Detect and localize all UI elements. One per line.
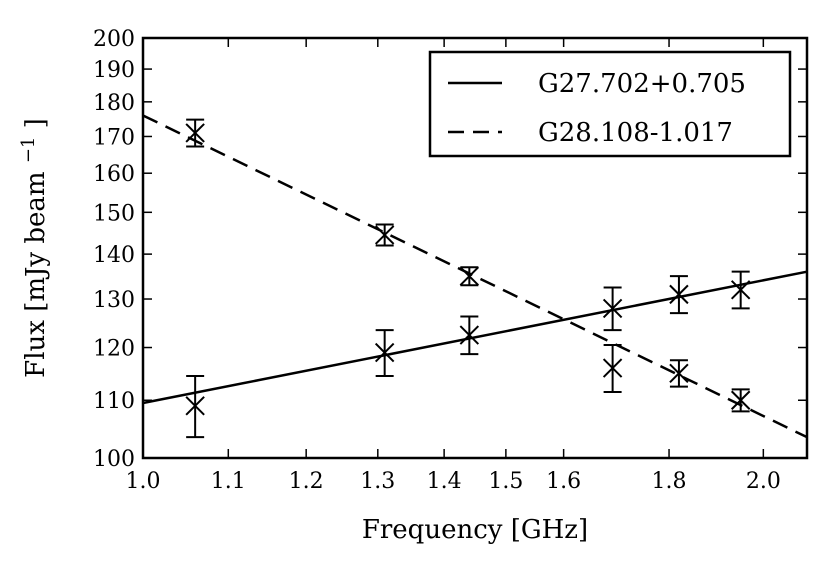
y-tick-label: 200 [93, 27, 135, 52]
data-point-series-2 [459, 266, 480, 287]
x-marker-stroke-2 [669, 284, 689, 305]
y-tick-label: 100 [93, 447, 135, 472]
legend-label-series-2: G28.108-1.017 [538, 118, 733, 148]
legend: G27.702+0.705 G28.108-1.017 [428, 50, 792, 158]
x-marker-stroke-2 [185, 396, 205, 416]
data-point-series-1 [730, 270, 751, 310]
data-markers [185, 118, 751, 439]
x-tick-label: 1.2 [289, 469, 324, 494]
data-point-series-2 [185, 118, 205, 148]
x-marker-stroke-2 [602, 298, 623, 319]
x-marker-stroke-2 [730, 280, 751, 300]
x-tick-label: 1.8 [652, 469, 687, 494]
fit-line-series-1 [142, 270, 808, 405]
legend-box [428, 50, 792, 158]
x-tick-label: 1.0 [126, 469, 161, 494]
x-marker-stroke-2 [459, 266, 480, 286]
data-point-series-1 [669, 275, 689, 315]
x-tick-label: 1.6 [546, 469, 581, 494]
y-axis: 100 110 120 130 140 150 160 170 180 190 200 [93, 27, 807, 472]
x-tick-label: 1.1 [211, 469, 246, 494]
x-axis-label: Frequency [GHz] [362, 515, 588, 545]
y-tick-label: 180 [93, 91, 135, 116]
x-tick-label: 1.5 [488, 469, 523, 494]
y-axis-label-close: ] [21, 118, 51, 128]
x-marker-stroke-2 [459, 325, 480, 345]
x-marker-stroke-2 [185, 123, 205, 143]
x-marker-stroke-2 [602, 358, 623, 378]
fit-lines [142, 114, 808, 439]
y-tick-label: 110 [93, 389, 135, 414]
data-point-series-1 [602, 286, 623, 332]
x-marker-stroke-2 [374, 342, 395, 363]
legend-label-series-1: G27.702+0.705 [538, 69, 746, 99]
y-tick-label: 130 [93, 288, 135, 313]
data-point-series-1 [459, 315, 480, 356]
y-axis-label-exponent: −1 [18, 137, 39, 164]
y-tick-label: 140 [93, 243, 135, 268]
x-tick-label: 2.0 [746, 469, 781, 494]
plot-frame [141, 36, 809, 460]
data-point-series-2 [602, 344, 623, 394]
y-tick-label: 120 [93, 337, 135, 362]
x-axis: 1.0 1.1 1.2 1.3 1.4 1.5 1.6 1.8 2.0 [126, 38, 781, 494]
y-tick-label: 150 [93, 201, 135, 226]
x-marker-stroke-2 [730, 390, 751, 410]
x-tick-label: 1.4 [427, 469, 462, 494]
x-marker-stroke-2 [669, 363, 689, 384]
x-marker-stroke-2 [374, 225, 395, 245]
y-tick-label: 160 [93, 162, 135, 187]
y-axis-label-text: Flux [mJy beam [21, 171, 51, 377]
data-point-series-1 [185, 374, 205, 439]
y-axis-label: Flux [mJy beam −1 ] [11, 118, 51, 378]
data-point-series-1 [374, 329, 395, 377]
data-point-series-2 [730, 388, 751, 413]
fit-line-series-2 [142, 114, 808, 439]
data-point-series-2 [374, 223, 395, 247]
x-tick-label: 1.3 [360, 469, 395, 494]
data-point-series-2 [669, 359, 689, 388]
y-tick-label: 170 [93, 125, 135, 150]
y-tick-label: 190 [93, 58, 135, 83]
